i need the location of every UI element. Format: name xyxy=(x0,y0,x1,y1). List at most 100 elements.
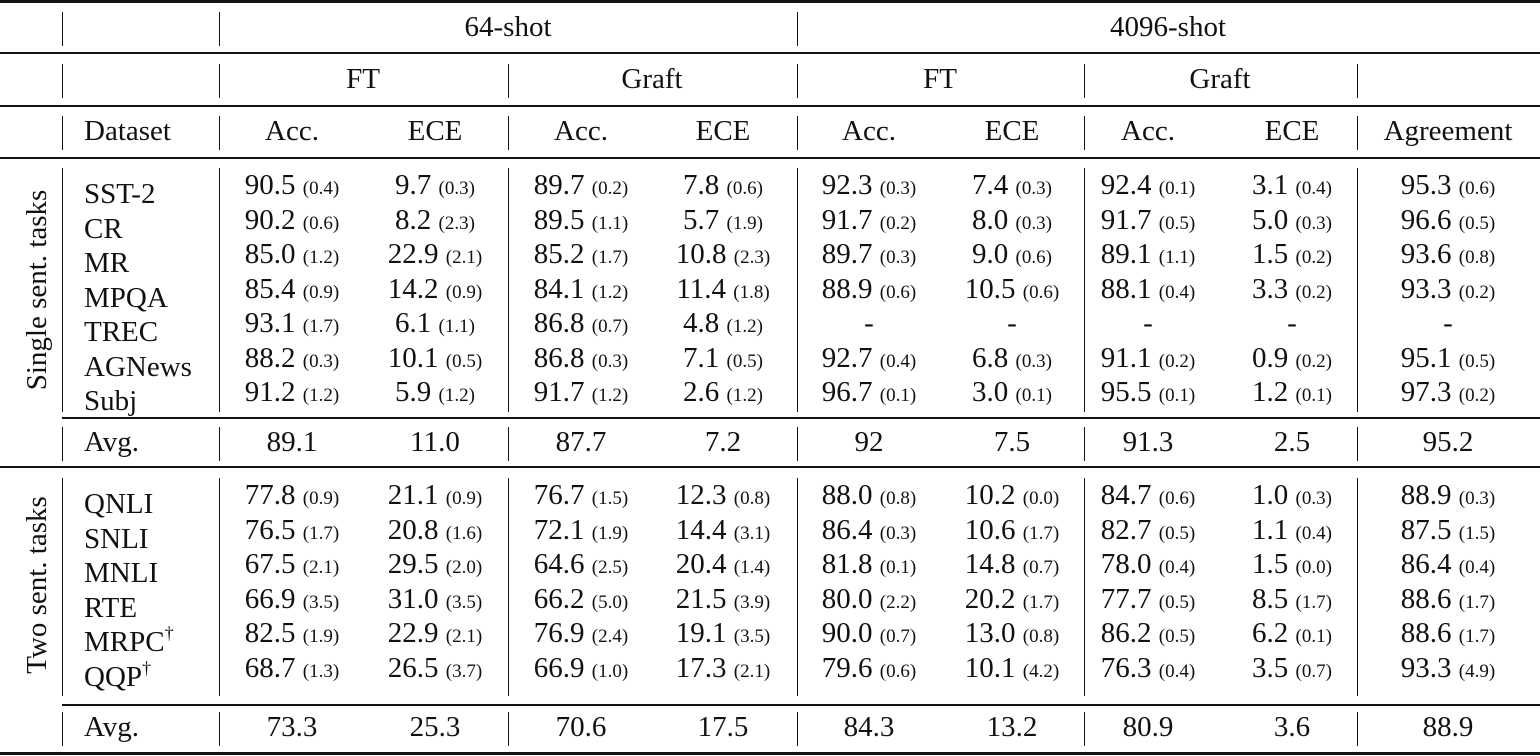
table-cell: 96.7 (0.1) xyxy=(822,375,916,413)
table-cell: 86.4 (0.4) xyxy=(1401,547,1495,585)
cell-std: (0.2) xyxy=(1295,350,1332,372)
cell-std: (1.7) xyxy=(302,522,340,544)
col-divider xyxy=(508,478,510,696)
cell-value: 88.6 xyxy=(1400,617,1452,649)
col-divider xyxy=(1084,64,1086,98)
header-rule-3 xyxy=(0,157,1540,159)
cell-std: (0.9) xyxy=(445,281,483,303)
cell-std: (0.5) xyxy=(1158,626,1196,647)
cell-value: 9.0 xyxy=(972,238,1009,270)
dataset-name: MRPC† xyxy=(84,616,174,659)
table-cell: 22.9 (2.1) xyxy=(388,616,482,654)
cell-std: (0.3) xyxy=(879,178,917,199)
table-cell: 93.3 (4.9) xyxy=(1401,651,1495,689)
cell-value: 10.1 xyxy=(964,651,1016,684)
dataset-name: RTE xyxy=(84,582,137,625)
dataset-label: Subj xyxy=(84,385,138,417)
cell-value: 2.6 xyxy=(683,376,720,408)
table-cell: 76.3 (0.4) xyxy=(1101,651,1195,689)
cell-value: 91.1 xyxy=(1100,341,1152,374)
cell-std: (3.9) xyxy=(733,591,771,613)
header-ece: ECE xyxy=(695,115,751,147)
table-cell: 3.0 (0.1) xyxy=(972,375,1052,413)
cell-std: (0.9) xyxy=(445,488,483,509)
cell-value: 76.5 xyxy=(244,513,296,546)
cell-std: (2.0) xyxy=(445,557,483,578)
cell-value: 8.5 xyxy=(1252,582,1289,615)
col-divider xyxy=(508,712,510,746)
cell-value: 80.0 xyxy=(821,582,873,615)
cell-std: (1.1) xyxy=(591,212,629,234)
cell-std: (1.9) xyxy=(726,212,763,234)
cell-value: 89.1 xyxy=(1100,238,1152,270)
cell-std: (1.7) xyxy=(1458,626,1496,647)
cell-std: (5.0) xyxy=(591,591,629,613)
cell-value: 3.5 xyxy=(1252,651,1289,684)
avg-value: 84.3 xyxy=(843,711,895,743)
table-cell: 10.6 (1.7) xyxy=(965,513,1059,551)
cell-std: (0.1) xyxy=(1295,385,1332,406)
cell-value: 88.9 xyxy=(1400,479,1452,511)
cell-value: 92.3 xyxy=(821,169,873,201)
col-divider xyxy=(1084,168,1086,412)
table-cell: 10.2 (0.0) xyxy=(965,478,1059,516)
cell-std: (2.1) xyxy=(733,660,771,682)
cell-std: (1.7) xyxy=(302,316,340,337)
cell-value: 85.4 xyxy=(244,272,296,305)
cell-value: 96.6 xyxy=(1400,203,1452,236)
table-cell: 7.1 (0.5) xyxy=(683,341,763,379)
cell-value: 7.4 xyxy=(972,169,1009,201)
cell-std: (1.5) xyxy=(1458,522,1496,544)
table-cell: 90.2 (0.6) xyxy=(245,203,339,241)
table-cell: 91.2 (1.2) xyxy=(245,375,339,413)
table-cell: 92.4 (0.1) xyxy=(1101,168,1195,206)
cell-value: 1.1 xyxy=(1252,513,1289,546)
cell-std: (0.9) xyxy=(302,488,340,509)
table-cell: 14.4 (3.1) xyxy=(676,513,770,551)
cell-std: (2.4) xyxy=(591,626,629,647)
table-cell: 7.8 (0.6) xyxy=(683,168,763,206)
cell-std: (0.3) xyxy=(1015,350,1052,372)
table-cell: 91.7 (0.2) xyxy=(822,203,916,241)
table-cell: 13.0 (0.8) xyxy=(965,616,1059,654)
cell-std: (1.9) xyxy=(302,626,340,647)
table-cell: 10.1 (0.5) xyxy=(388,341,482,379)
cell-value: 14.2 xyxy=(387,272,439,305)
cell-value: 68.7 xyxy=(244,651,296,684)
table-cell: - xyxy=(1287,306,1297,344)
header-graft-4096: Graft xyxy=(1189,63,1251,95)
table-cell: 1.1 (0.4) xyxy=(1252,513,1332,551)
cell-value: 14.8 xyxy=(964,548,1016,580)
col-divider xyxy=(797,712,799,746)
table-cell: 72.1 (1.9) xyxy=(534,513,628,551)
cell-value: 0.9 xyxy=(1252,341,1289,374)
avg-value: 91.3 xyxy=(1122,426,1174,458)
col-divider xyxy=(62,12,64,46)
col-divider xyxy=(797,478,799,696)
cell-std: (0.4) xyxy=(1458,557,1496,578)
table-cell: 82.5 (1.9) xyxy=(245,616,339,654)
cell-std: (0.8) xyxy=(733,488,771,509)
dataset-label: MRPC xyxy=(84,626,165,658)
table-cell: 6.8 (0.3) xyxy=(972,341,1052,379)
dataset-name: AGNews xyxy=(84,341,192,384)
table-cell: 3.3 (0.2) xyxy=(1252,272,1332,310)
header-ft-64: FT xyxy=(346,63,380,95)
table-cell: 88.0 (0.8) xyxy=(822,478,916,516)
cell-value: 10.6 xyxy=(964,513,1016,546)
col-divider xyxy=(797,168,799,412)
dataset-label: SNLI xyxy=(84,522,149,555)
cell-std: (0.6) xyxy=(1022,281,1060,303)
cell-std: (3.5) xyxy=(302,591,340,613)
cell-std: (1.2) xyxy=(726,316,763,337)
cell-value: 6.2 xyxy=(1252,617,1289,649)
cell-value: 86.2 xyxy=(1100,617,1152,649)
table-cell: 8.0 (0.3) xyxy=(972,203,1052,241)
table-cell: 12.3 (0.8) xyxy=(676,478,770,516)
table-cell: 20.2 (1.7) xyxy=(965,582,1059,620)
table-cell: - xyxy=(1143,306,1153,344)
cell-std: (0.2) xyxy=(879,212,917,234)
table-cell: 20.4 (1.4) xyxy=(676,547,770,585)
cell-value: 85.0 xyxy=(244,238,296,270)
dataset-name: Subj xyxy=(84,375,137,418)
